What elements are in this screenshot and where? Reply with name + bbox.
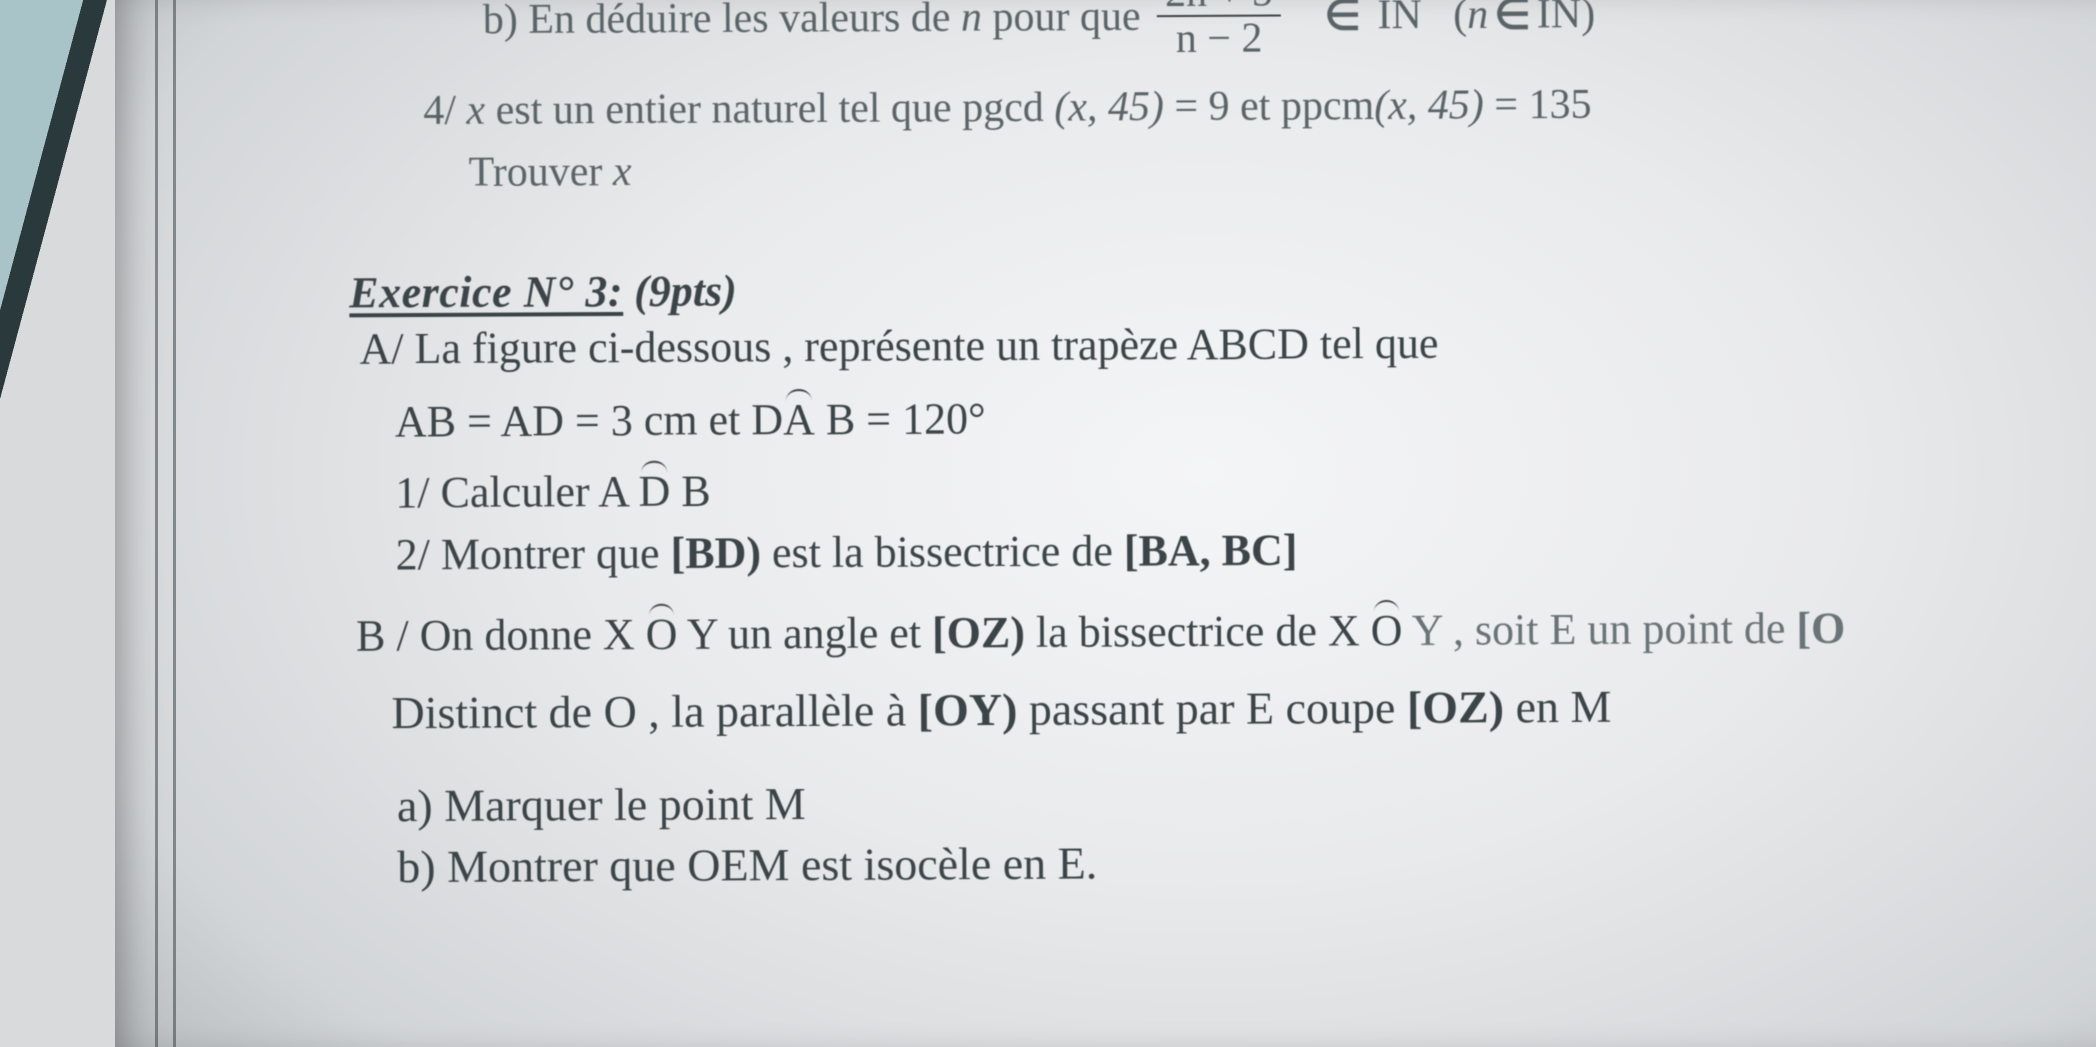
ex3-a-line: a) Marquer le point M [297, 772, 2078, 834]
ex3-1-tail: B [670, 466, 711, 515]
ex3-dist-mid: passant par E coupe [1017, 682, 1407, 735]
ex3-2-lead: 2/ Montrer que [396, 529, 671, 579]
ex3-A-text: A/ La figure ci-dessous , représente un … [359, 319, 1438, 374]
qb-set-IN-2: IN [1537, 0, 1582, 38]
question-4-trouver: Trouver x [294, 141, 2075, 199]
ex3-B-tail: [O [1796, 603, 1845, 652]
qb-frac-num: 2n + 5 [1157, 0, 1281, 17]
qb-set-IN-1: IN [1377, 0, 1422, 39]
exercise-3-title: Exercice N° 3: (9pts) [294, 259, 2075, 319]
q4-lead: 4/ [423, 88, 466, 134]
ex3-B-mid1: Y un angle et [677, 608, 932, 658]
qb-fraction: 2n + 5 n − 2 [1157, 0, 1281, 61]
ex3-b-text: b) Montrer que OEM est isocèle en E. [397, 838, 1097, 893]
ex3-dist-OY: [OY) [918, 684, 1018, 736]
ex3-1-line: 1/ Calculer A D B [295, 459, 2076, 519]
qb-elem-1: ∈ [1318, 0, 1367, 39]
ex3-angle-XOY-hat-1: O [646, 609, 678, 660]
ex3-title-pts: (9pts) [623, 266, 737, 316]
q4-pgcd-args: (x, 45) [1054, 84, 1164, 131]
qb-paren-close: ) [1581, 0, 1595, 38]
q4-eq2: = 135 [1484, 82, 1592, 129]
ex3-a-text: a) Marquer le point M [397, 778, 806, 831]
ex3-B-OZ: [OZ) [932, 608, 1025, 657]
ex3-angle-DAB-hat: A [783, 395, 815, 446]
ex3-B-lead: B / On donne X [356, 610, 646, 661]
qb-paren-open: ( [1453, 0, 1467, 38]
page-sheet: b) En déduire les valeurs de n pour que … [115, 0, 2096, 1047]
qb-var-n-2: n [1467, 0, 1488, 38]
ex3-2-BD: [BD) [670, 528, 761, 577]
qb-mid: pour que [982, 0, 1151, 41]
ex3-2-line: 2/ Montrer que [BD) est la bissectrice d… [296, 521, 2077, 581]
question-b-line: b) En déduire les valeurs de n pour que … [293, 0, 2074, 70]
ex3-1-lead: 1/ Calculer A [395, 466, 638, 516]
q4-trouver: Trouver [469, 149, 614, 196]
page-content: b) En déduire les valeurs de n pour que … [293, 0, 2079, 895]
ex3-AB-eq: AB = AD = 3 cm et D [395, 395, 783, 446]
qb-lead: b) En déduire les valeurs de [483, 0, 961, 43]
ex3-dist-OZ: [OZ) [1407, 682, 1504, 734]
ex3-distinct-line: Distinct de O , la parallèle à [OY) pass… [296, 679, 2077, 741]
qb-var-n: n [961, 0, 982, 41]
q4-eq1: = 9 et ppcm [1164, 83, 1375, 130]
ex3-B-mid2: la bissectrice de X [1025, 606, 1371, 657]
qb-frac-den: n − 2 [1157, 17, 1281, 62]
ex3-2-mid: est la bissectrice de [761, 526, 1124, 577]
ex3-AB-tail: B = 120° [815, 394, 986, 444]
q4-ppcm-args: (x, 45) [1374, 83, 1484, 130]
ex3-A-line: A/ La figure ci-dessous , représente un … [294, 316, 2075, 376]
ex3-b-line: b) Montrer que OEM est isocèle en E. [297, 832, 2078, 894]
ex3-angle-ADB-hat: D [638, 466, 670, 517]
ex3-dist-lead: Distinct de O , la parallèle à [391, 685, 918, 739]
ex3-AB-line: AB = AD = 3 cm et DA B = 120° [295, 388, 2076, 448]
ex3-dist-tail: en M [1504, 681, 1612, 733]
ex3-2-BABC: [BA, BC] [1124, 526, 1298, 576]
ex3-B-mid3: Y , soit E un point de [1402, 604, 1796, 655]
q4-mid1: est un entier naturel tel que pgcd [485, 85, 1054, 134]
ex3-angle-XOY-hat-2: O [1371, 606, 1403, 657]
ex3-title-main: Exercice N° 3: [349, 267, 623, 317]
question-4-line: 4/ x est un entier naturel tel que pgcd … [293, 79, 2074, 137]
ex3-B-line: B / On donne X O Y un angle et [OZ) la b… [296, 602, 2077, 662]
q4-x: x [466, 88, 485, 134]
qb-elem-2: ∈ [1488, 0, 1537, 38]
q4-x2: x [613, 149, 632, 195]
